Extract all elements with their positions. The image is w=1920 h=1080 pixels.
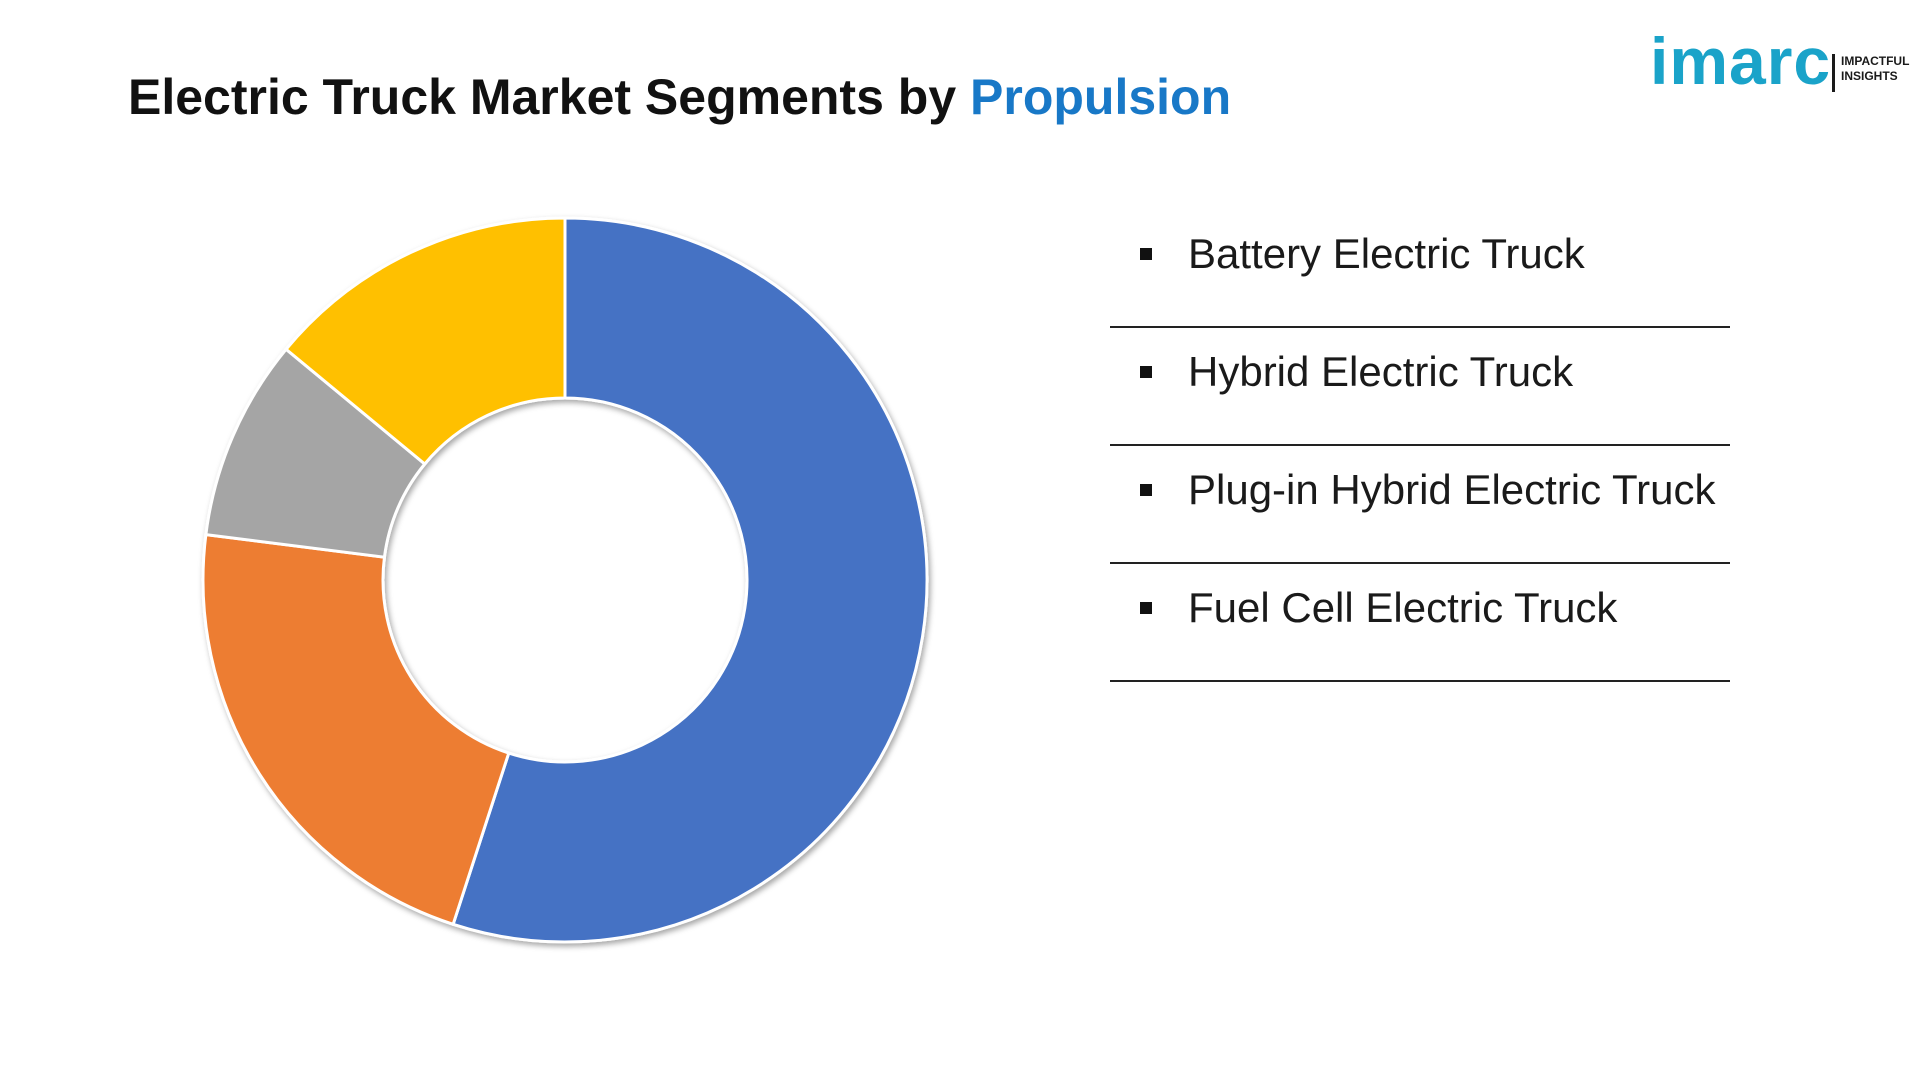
legend-label: Battery Electric Truck <box>1188 230 1585 277</box>
title-accent: Propulsion <box>970 69 1232 125</box>
logo-wordmark: imarc <box>1650 24 1832 98</box>
legend-item: Hybrid Electric Truck <box>1110 328 1730 446</box>
legend-item: Plug-in Hybrid Electric Truck <box>1110 446 1730 564</box>
legend-label: Plug-in Hybrid Electric Truck <box>1188 466 1716 513</box>
square-bullet-icon <box>1140 248 1152 260</box>
legend-item: Battery Electric Truck <box>1110 210 1730 328</box>
square-bullet-icon <box>1140 366 1152 378</box>
page-title: Electric Truck Market Segments by Propul… <box>128 68 1231 126</box>
legend-label: Fuel Cell Electric Truck <box>1188 584 1618 631</box>
logo-tagline-line1: IMPACTFUL <box>1841 54 1910 68</box>
donut-slice-1 <box>451 216 929 944</box>
donut-chart <box>201 216 929 944</box>
logo-divider <box>1832 54 1835 92</box>
brand-logo: imarc IMPACTFUL INSIGHTS <box>1650 22 1910 102</box>
donut-slice-4 <box>283 216 567 467</box>
chart-legend: Battery Electric Truck Hybrid Electric T… <box>1110 210 1730 682</box>
title-main: Electric Truck Market Segments by <box>128 69 971 125</box>
legend-label: Hybrid Electric Truck <box>1188 348 1574 395</box>
square-bullet-icon <box>1140 602 1152 614</box>
square-bullet-icon <box>1140 484 1152 496</box>
legend-item: Fuel Cell Electric Truck <box>1110 564 1730 682</box>
logo-tagline-line2: INSIGHTS <box>1841 69 1898 83</box>
donut-slice-2 <box>201 532 511 927</box>
logo-tagline: IMPACTFUL INSIGHTS <box>1841 54 1909 84</box>
